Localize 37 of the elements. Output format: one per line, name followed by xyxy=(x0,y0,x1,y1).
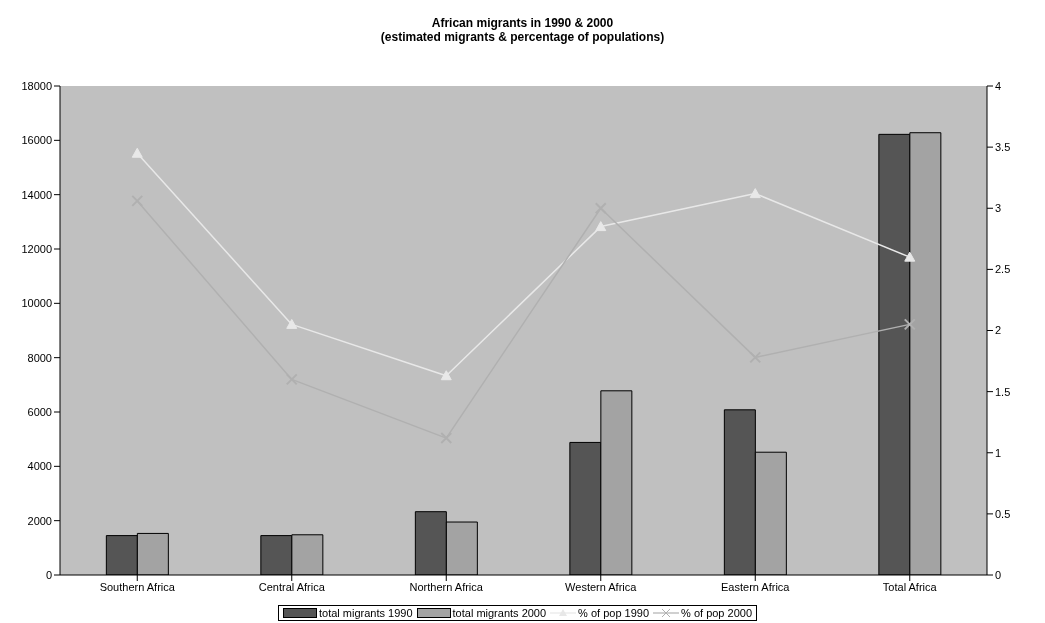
point xyxy=(904,251,916,262)
point xyxy=(286,318,298,329)
point xyxy=(440,370,452,381)
y-tick-label: 4000 xyxy=(27,460,52,473)
y-tick-label: 14000 xyxy=(21,188,52,201)
y-tick-label: 10000 xyxy=(21,297,52,310)
y2-tick-label: 1 xyxy=(995,446,1002,459)
y-tick-label: 2000 xyxy=(27,514,52,527)
y2-tick-label: 2 xyxy=(995,324,1002,337)
legend-label: total migrants 1990 xyxy=(318,607,413,619)
point xyxy=(595,221,607,232)
point xyxy=(131,147,143,158)
y2-tick-label: 1.5 xyxy=(995,385,1011,398)
y-tick-label: 18000 xyxy=(21,79,52,92)
y-tick-label: 6000 xyxy=(27,405,52,418)
x-tick-label: Southern Africa xyxy=(99,580,176,593)
y2-tick-label: 0 xyxy=(995,568,1002,581)
y2-tick-label: 2.5 xyxy=(995,263,1011,276)
chart-title: African migrants in 1990 & 2000 (estimated migrants & percentage of populations) xyxy=(379,16,666,44)
y-tick-label: 16000 xyxy=(21,134,52,147)
y-tick-label: 0 xyxy=(45,568,52,581)
y2-tick-label: 0.5 xyxy=(995,507,1011,520)
point xyxy=(749,188,761,199)
y-tick-label: 8000 xyxy=(27,351,52,364)
legend-label: % of pop 1990 xyxy=(578,607,650,619)
legend-label: % of pop 2000 xyxy=(681,607,753,619)
y-tick-label: 12000 xyxy=(21,242,52,255)
x-tick-label: Total Africa xyxy=(882,580,938,593)
point xyxy=(903,318,916,331)
y2-tick-label: 4 xyxy=(995,79,1002,92)
y2-tick-label: 3 xyxy=(995,202,1002,215)
x-tick-label: Eastern Africa xyxy=(721,580,791,593)
x-tick-label: Western Africa xyxy=(565,580,638,593)
x-tick-label: Central Africa xyxy=(258,580,326,593)
x-tick-label: Northern Africa xyxy=(409,580,484,593)
y2-tick-label: 3.5 xyxy=(995,141,1011,154)
legend-label: total migrants 2000 xyxy=(452,607,547,619)
